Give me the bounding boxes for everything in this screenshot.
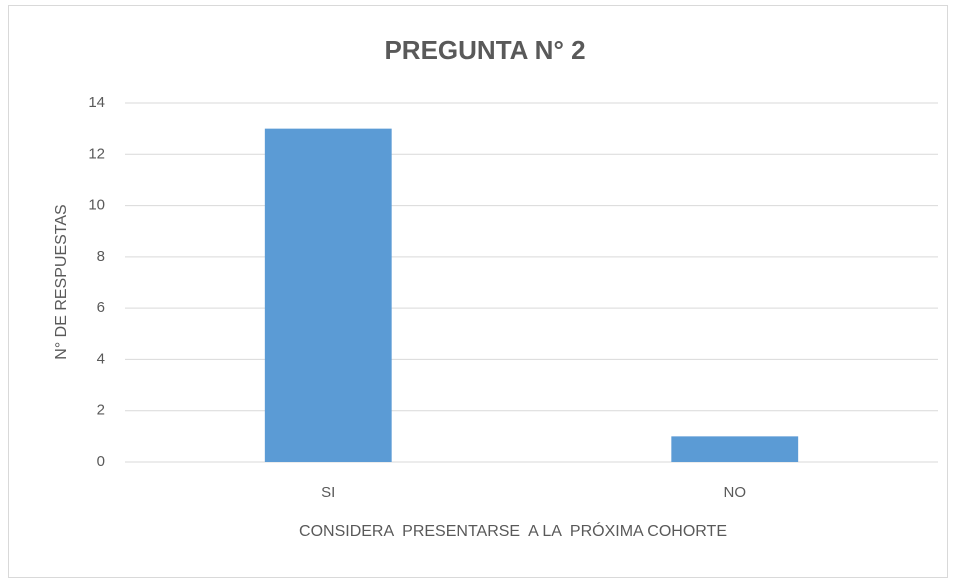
y-axis-title: N° DE RESPUESTAS (53, 204, 70, 359)
chart-frame (8, 5, 948, 578)
y-tick-label: 6 (97, 299, 105, 316)
y-tick-label: 8 (97, 248, 105, 265)
x-axis-title: CONSIDERA PRESENTARSE A LA PRÓXIMA COHOR… (299, 521, 727, 540)
x-tick-label: SI (321, 484, 335, 501)
y-tick-label: 10 (88, 197, 105, 214)
y-tick-label: 4 (97, 350, 105, 367)
y-tick-label: 0 (97, 453, 105, 470)
y-tick-label: 2 (97, 402, 105, 419)
bar (264, 128, 392, 462)
y-tick-label: 12 (88, 145, 105, 162)
bar (671, 436, 799, 462)
x-tick-label: NO (724, 484, 747, 501)
y-tick-label: 14 (88, 94, 105, 111)
chart-title: PREGUNTA N° 2 (384, 35, 585, 65)
